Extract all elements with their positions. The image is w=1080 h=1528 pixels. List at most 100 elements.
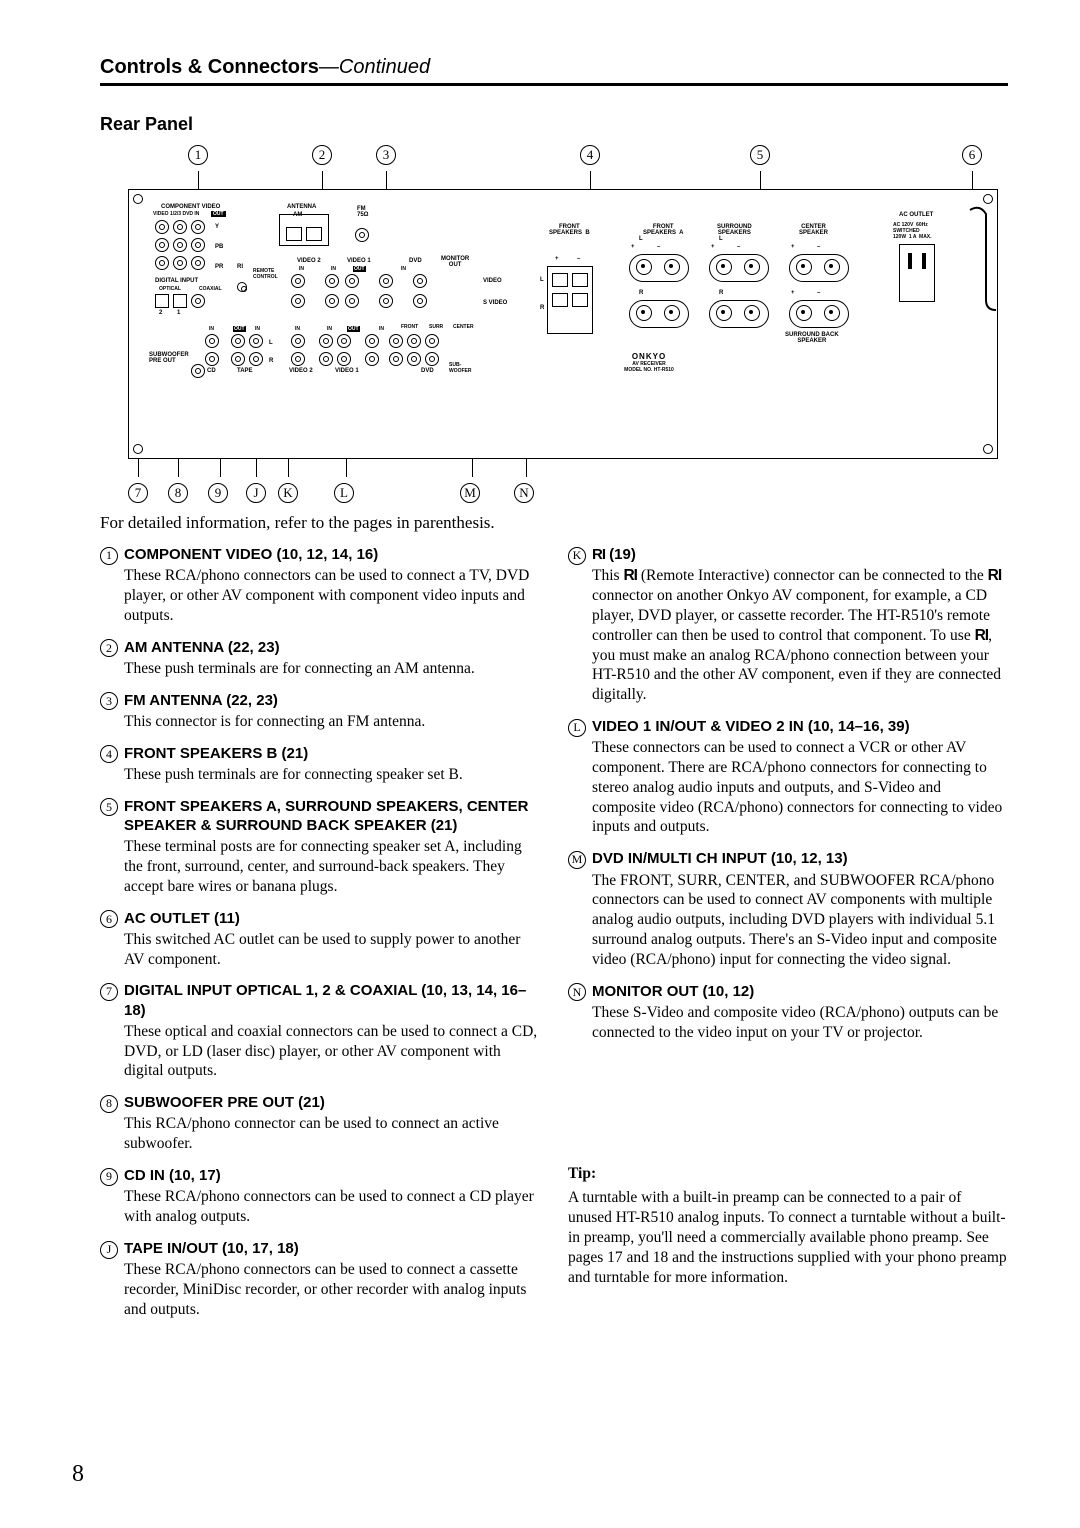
item-7: 7DIGITAL INPUT OPTICAL 1, 2 & COAXIAL (1… xyxy=(100,981,540,1083)
item-1: 1COMPONENT VIDEO (10, 12, 14, 16)These R… xyxy=(100,545,540,628)
lbl-m1: – xyxy=(577,256,580,262)
item-number: 7 xyxy=(100,983,118,1001)
lbl-dvdb: DVD xyxy=(421,368,434,374)
item-number: K xyxy=(568,547,586,565)
lbl-pb: PB xyxy=(215,244,223,250)
item-number: 5 xyxy=(100,798,118,816)
intro-text: For detailed information, refer to the p… xyxy=(100,513,1008,533)
item-text: These push terminals are for connecting … xyxy=(124,659,540,679)
lbl-in3: IN xyxy=(401,266,406,272)
tip-text: A turntable with a built-in preamp can b… xyxy=(568,1188,1008,1287)
lbl-subpre: SUBWOOFER PRE OUT xyxy=(149,352,189,364)
lbl-m2: – xyxy=(657,244,660,250)
lbl-model: AV RECEIVER MODEL NO. HT-R510 xyxy=(589,361,709,373)
callout-7: 7 xyxy=(128,483,148,503)
item-N: NMONITOR OUT (10, 12)These S-Video and c… xyxy=(568,982,1008,1045)
item-K: KRI (19)This RI (Remote Interactive) con… xyxy=(568,545,1008,707)
item-number: 1 xyxy=(100,547,118,565)
item-title: DVD IN/MULTI CH INPUT (10, 12, 13) xyxy=(592,849,1008,868)
section-continued: —Continued xyxy=(319,56,430,78)
item-5: 5FRONT SPEAKERS A, SURROUND SPEAKERS, CE… xyxy=(100,797,540,899)
callout-10: J xyxy=(246,483,266,503)
lbl-y: Y xyxy=(215,224,219,230)
lbl-v1in: IN xyxy=(327,326,332,332)
item-title: FRONT SPEAKERS B (21) xyxy=(124,744,540,763)
diagram-area: 1 2 3 4 5 6 COMPONENT VIDEO VIDEO 1/2/3 … xyxy=(128,145,1008,503)
lbl-video: VIDEO xyxy=(483,278,502,284)
item-text: These terminal posts are for connecting … xyxy=(124,837,540,896)
lbl-p4: + xyxy=(791,244,795,250)
lbl-cd-in: IN xyxy=(209,326,214,332)
rear-panel-diagram: COMPONENT VIDEO VIDEO 1/2/3 DVD IN OUT Y… xyxy=(128,189,998,459)
lbl-p2: + xyxy=(631,244,635,250)
callout-5: 5 xyxy=(750,145,770,165)
lbl-in2: IN xyxy=(331,266,336,272)
callout-12: L xyxy=(334,483,354,503)
lbl-surround: SURROUND SPEAKERS xyxy=(717,224,752,236)
lbl-video-src: VIDEO 1/2/3 DVD IN xyxy=(153,211,199,217)
item-M: M DVD IN/MULTI CH INPUT (10, 12, 13) The F… xyxy=(568,849,1008,971)
callout-4: 4 xyxy=(580,145,600,165)
lbl-tape-out: OUT xyxy=(233,326,246,332)
lbl-subl: SUB- WOOFER xyxy=(449,362,472,374)
item-title: AM ANTENNA (22, 23) xyxy=(124,638,540,657)
callout-3: 3 xyxy=(376,145,396,165)
lbl-coaxial: COAXIAL xyxy=(199,286,222,292)
lbl-p3: + xyxy=(711,244,715,250)
lbl-dvd-top: DVD xyxy=(409,258,422,264)
lbl-tape-in: IN xyxy=(255,326,260,332)
item-text: These optical and coaxial connectors can… xyxy=(124,1022,540,1081)
item-text: This RCA/phono connector can be used to … xyxy=(124,1114,540,1154)
item-title: SUBWOOFER PRE OUT (21) xyxy=(124,1093,540,1112)
lbl-digital-input: DIGITAL INPUT xyxy=(155,278,198,284)
item-title: AC OUTLET (11) xyxy=(124,909,540,928)
item-title: TAPE IN/OUT (10, 17, 18) xyxy=(124,1239,540,1258)
lbl-v2: VIDEO 2 xyxy=(297,258,321,264)
lbl-p1: + xyxy=(555,256,559,262)
lbl-optical: OPTICAL xyxy=(159,286,181,292)
item-number: 3 xyxy=(100,692,118,710)
lbl-m5: – xyxy=(817,290,820,296)
lbl-monitor: MONITOR OUT xyxy=(441,256,469,268)
callout-11: K xyxy=(278,483,298,503)
lbl-Ls: L xyxy=(719,236,723,242)
item-title: FM ANTENNA (22, 23) xyxy=(124,691,540,710)
section-title: Controls & Connectors xyxy=(100,56,319,78)
item-number: 2 xyxy=(100,639,118,657)
lbl-component-video: COMPONENT VIDEO xyxy=(161,204,220,210)
item-8: 8SUBWOOFER PRE OUT (21)This RCA/phono co… xyxy=(100,1093,540,1156)
item-4: 4FRONT SPEAKERS B (21)These push termina… xyxy=(100,744,540,787)
page-number: 8 xyxy=(72,1461,84,1488)
item-title: CD IN (10, 17) xyxy=(124,1166,540,1185)
item-title: COMPONENT VIDEO (10, 12, 14, 16) xyxy=(124,545,540,564)
lbl-tape: TAPE xyxy=(237,368,253,374)
lbl-surrback: SURROUND BACK SPEAKER xyxy=(785,332,839,344)
callout-9: 9 xyxy=(208,483,228,503)
item-text: These RCA/phono connectors can be used t… xyxy=(124,1187,540,1227)
lbl-frontb: FRONT SPEAKERS B xyxy=(549,224,590,236)
lbl-fronta: FRONT SPEAKERS A xyxy=(643,224,683,236)
item-number: J xyxy=(100,1241,118,1259)
item-text: This connector is for connecting an FM a… xyxy=(124,712,540,732)
lbl-out: OUT xyxy=(211,211,226,217)
lbl-R1: R xyxy=(269,358,273,364)
lbl-v1: VIDEO 1 xyxy=(347,258,371,264)
callout-6: 6 xyxy=(962,145,982,165)
lbl-remote: REMOTE CONTROL xyxy=(253,268,278,280)
item-number: M xyxy=(568,851,586,869)
item-text: These connectors can be used to connect … xyxy=(592,738,1008,837)
lbl-brand: ONKYO xyxy=(589,352,709,361)
item-text: This RI (Remote Interactive) connector c… xyxy=(592,566,1008,705)
right-column: KRI (19)This RI (Remote Interactive) con… xyxy=(568,545,1008,1332)
lbl-m3: – xyxy=(737,244,740,250)
lbl-m4: – xyxy=(817,244,820,250)
lbl-acspec: AC 120V 60Hz SWITCHED 120W 1 A MAX. xyxy=(893,222,932,240)
item-number: 6 xyxy=(100,910,118,928)
lbl-in1: IN xyxy=(299,266,304,272)
item-text: The FRONT, SURR, CENTER, and SUBWOOFER R… xyxy=(592,871,1008,970)
item-text: This switched AC outlet can be used to s… xyxy=(124,930,540,970)
subheading: Rear Panel xyxy=(100,114,1008,135)
lbl-2: 2 xyxy=(159,310,162,316)
lbl-p5: + xyxy=(791,290,795,296)
lbl-La: L xyxy=(639,236,643,242)
